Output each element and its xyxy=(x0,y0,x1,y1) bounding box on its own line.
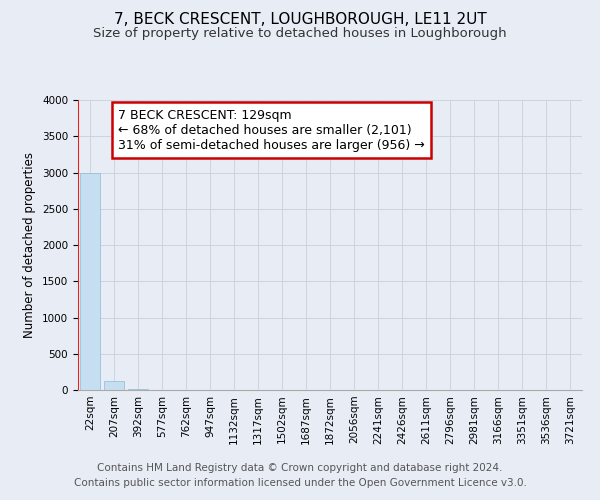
Bar xyxy=(80,172,100,390)
Text: 7 BECK CRESCENT: 129sqm
← 68% of detached houses are smaller (2,101)
31% of semi: 7 BECK CRESCENT: 129sqm ← 68% of detache… xyxy=(118,108,425,152)
Text: Contains HM Land Registry data © Crown copyright and database right 2024.
Contai: Contains HM Land Registry data © Crown c… xyxy=(74,462,526,487)
Y-axis label: Number of detached properties: Number of detached properties xyxy=(23,152,37,338)
Bar xyxy=(104,381,124,390)
Text: 7, BECK CRESCENT, LOUGHBOROUGH, LE11 2UT: 7, BECK CRESCENT, LOUGHBOROUGH, LE11 2UT xyxy=(113,12,487,28)
Text: Size of property relative to detached houses in Loughborough: Size of property relative to detached ho… xyxy=(93,28,507,40)
